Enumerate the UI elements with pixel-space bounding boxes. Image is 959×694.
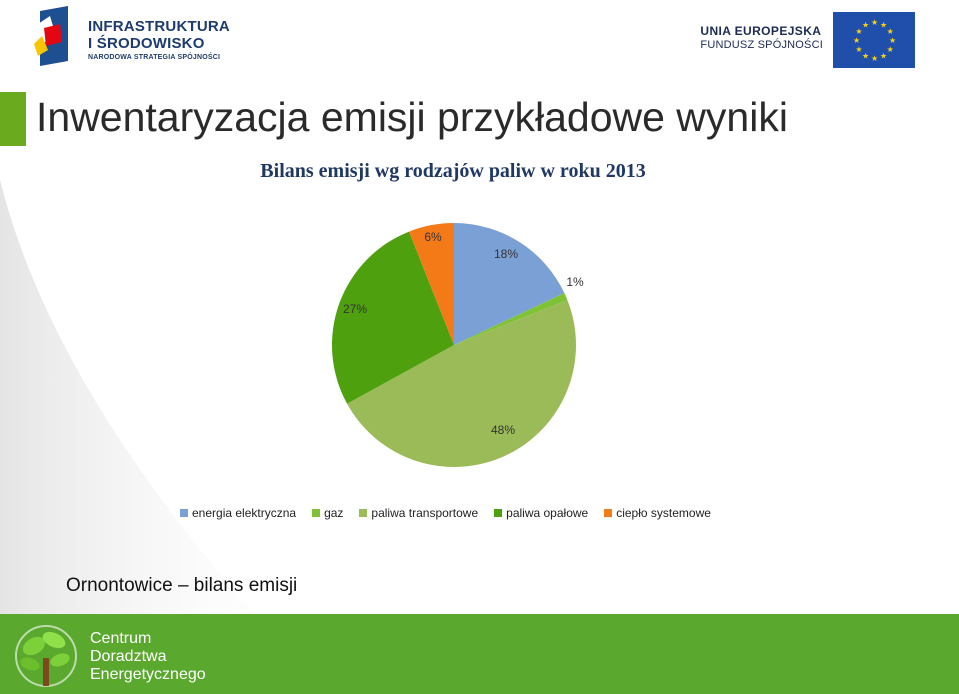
title-accent-bar [0, 92, 26, 146]
data-label: 1% [566, 275, 584, 289]
legend-item: gaz [312, 506, 343, 520]
eu-star-icon: ★ [880, 52, 887, 61]
legend-swatch [494, 509, 503, 517]
pie-slice-1 [454, 223, 565, 345]
legend-label: paliwa transportowe [371, 506, 479, 520]
pie-slice-3 [347, 300, 577, 468]
legend-item: energia elektryczna [180, 506, 296, 520]
data-label: 27% [343, 302, 367, 316]
chart-title: Bilans emisji wg rodzajów paliw w roku 2… [260, 160, 646, 182]
legend-swatch [312, 509, 321, 517]
eu-star-icon: ★ [853, 36, 860, 45]
legend-item: ciepło systemowe [604, 506, 711, 520]
eu-star-icon: ★ [880, 20, 887, 29]
eu-star-icon: ★ [862, 52, 869, 61]
data-label: 6% [424, 230, 442, 244]
pie-slice-4 [332, 231, 454, 404]
legend-item: paliwa opałowe [494, 506, 588, 520]
logo-left-line1: INFRASTRUKTURA [88, 18, 230, 35]
legend-swatch [604, 509, 613, 517]
logo-left-line2: I ŚRODOWISKO [88, 35, 205, 52]
eu-logo-line1: UNIA EUROPEJSKA [700, 24, 822, 38]
pie-slice-2 [454, 293, 568, 345]
footer-line2: Doradztwa [90, 648, 167, 665]
slide-subtitle: Ornontowice – bilans emisji [66, 575, 298, 596]
legend-label: gaz [324, 506, 344, 520]
legend-swatch [359, 509, 368, 517]
eu-star-icon: ★ [855, 27, 862, 36]
eu-star-icon: ★ [862, 20, 869, 29]
data-label: 48% [491, 423, 515, 437]
footer-line3: Energetycznego [90, 666, 206, 683]
legend-label: paliwa opałowe [506, 506, 589, 520]
eu-star-icon: ★ [871, 18, 878, 27]
eu-logo-text: UNIA EUROPEJSKA FUNDUSZ SPÓJNOŚCI [700, 24, 823, 51]
chart-legend: energia elektryczna gaz paliwa transportow… [180, 506, 711, 520]
legend-item: paliwa transportowe [359, 506, 478, 520]
footer-bar: Centrum Doradztwa Energetycznego [0, 614, 959, 694]
eu-star-icon: ★ [887, 45, 894, 54]
infrastruktura-logo-icon [32, 6, 68, 66]
legend-label: ciepło systemowe [616, 506, 711, 520]
legend-label: energia elektryczna [192, 506, 297, 520]
eu-star-icon: ★ [871, 54, 878, 63]
pie-slice-5 [409, 223, 454, 345]
page-title: Inwentaryzacja emisji przykładowe wyniki [36, 94, 788, 140]
legend-swatch [180, 509, 188, 517]
eu-logo-line2: FUNDUSZ SPÓJNOŚCI [700, 39, 823, 51]
eu-star-icon: ★ [887, 27, 894, 36]
tree-logo-icon [15, 625, 77, 687]
eu-flag-icon: ★ ★★★★★★★★★★★ [833, 12, 915, 68]
data-label: 18% [494, 247, 518, 261]
eu-star-icon: ★ [855, 45, 862, 54]
infrastruktura-logo: INFRASTRUKTURA I ŚRODOWISKO NARODOWA STR… [30, 6, 270, 68]
eu-star-icon: ★ [889, 36, 896, 45]
footer-line1: Centrum [90, 630, 152, 647]
logo-left-line3: NARODOWA STRATEGIA SPÓJNOŚCI [88, 54, 221, 61]
